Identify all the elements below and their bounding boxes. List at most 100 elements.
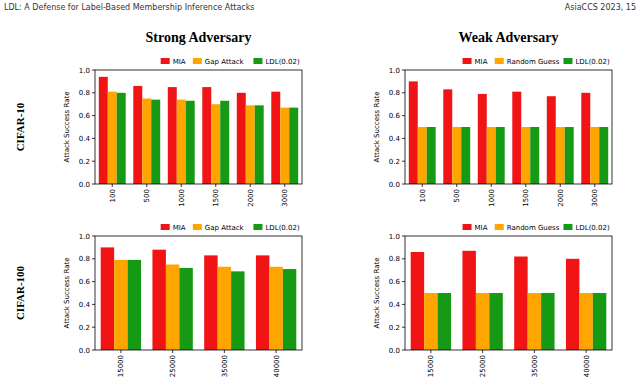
column-title: Weak Adversary [459,30,559,45]
bar [496,127,505,184]
x-tick-label: 15000 [427,355,435,377]
x-tick [482,350,483,353]
y-tick-label: 0.2 [79,158,90,166]
panel: 0.00.20.40.60.81.01005001000150020003000… [63,58,302,207]
x-tick [250,184,251,187]
bar [152,250,165,350]
y-tick-label: 0.8 [79,255,90,263]
y-axis-label: Attack Success Rate [373,257,381,328]
x-tick [284,184,285,187]
y-axis-label: Attack Success Rate [63,257,71,328]
x-tick [146,184,147,187]
x-tick-label: 1000 [178,189,186,207]
bar [271,92,280,184]
header-right: AsiaCCS 2023, 15 [565,3,636,12]
bar [418,127,427,184]
x-tick-label: 1500 [522,189,530,207]
legend-label: LDL(0.02) [575,58,610,66]
bar [142,99,151,185]
x-tick-label: 25000 [169,355,177,377]
x-tick-label: 25000 [479,355,487,377]
legend: MIAGap AttackLDL(0.02) [161,58,300,66]
y-tick [402,138,405,139]
bar [565,127,574,184]
y-tick [92,350,95,351]
plot-frame [95,236,302,350]
panel: 0.00.20.40.60.81.015000250003500040000At… [63,224,302,377]
y-tick-label: 0.0 [79,181,90,189]
y-tick [92,184,95,185]
y-tick-label: 0.8 [389,89,400,97]
y-axis-label: Attack Success Rate [373,91,381,162]
y-tick-label: 0.8 [79,89,90,97]
y-tick [402,115,405,116]
y-tick-label: 0.2 [389,324,400,332]
y-tick [92,304,95,305]
legend-label: MIA [475,224,488,232]
y-tick-label: 0.4 [389,135,401,143]
x-tick-label: 2000 [247,189,255,207]
legend-label: Random Guess [507,224,560,232]
bar [514,257,527,350]
x-tick [594,184,595,187]
x-tick [215,184,216,187]
y-tick-label: 0.0 [389,347,400,355]
x-tick [560,184,561,187]
bars [411,251,607,350]
bar [289,108,298,184]
bar [269,267,282,350]
y-tick [402,304,405,305]
legend-swatch [161,58,170,64]
x-tick [491,184,492,187]
y-tick [92,138,95,139]
legend-label: MIA [173,224,186,232]
bar [283,269,296,350]
x-tick-label: 2000 [557,189,565,207]
column-title: Strong Adversary [146,30,252,45]
bars [99,77,298,184]
legend: MIARandom GuessLDL(0.02) [463,224,610,232]
legend: MIA Random Guess LDL(0.02) [463,58,610,66]
bar [218,267,231,350]
y-tick-label: 0.6 [79,112,91,120]
panel: 0.00.20.40.60.81.015000250003500040000At… [373,224,612,377]
y-tick-label: 0.2 [389,158,400,166]
y-axis-label: Attack Success Rate [63,91,71,162]
bar [202,87,211,184]
y-tick [92,258,95,259]
y-tick [92,327,95,328]
bar [461,127,470,184]
bars [409,81,608,184]
x-tick-label: 35000 [531,355,539,377]
bar [114,260,127,350]
bar [478,94,487,184]
bar [117,93,126,184]
legend-label: Gap Attack [205,224,245,232]
bar [177,100,186,184]
bar [590,127,599,184]
x-tick-label: 1000 [488,189,496,207]
y-tick [402,281,405,282]
x-tick-label: 15000 [117,355,125,377]
y-tick [92,115,95,116]
bar [438,293,451,350]
y-tick [402,161,405,162]
plot-frame [405,70,612,184]
bar [581,93,590,184]
bar [246,105,255,184]
x-tick [422,184,423,187]
x-tick [276,350,277,353]
legend-label: LDL(0.02) [265,224,300,232]
y-tick [402,258,405,259]
legend-label: MIA [173,58,186,66]
y-tick-label: 0.6 [389,278,401,286]
y-tick-label: 1.0 [389,67,400,75]
bar [133,86,142,184]
bar [255,105,264,184]
legend-label: MIA [475,58,488,66]
plot-frame [95,70,302,184]
legend-label: Random Guess [507,58,560,66]
bar [128,260,141,350]
bar [411,252,424,350]
legend-swatch [253,224,262,230]
